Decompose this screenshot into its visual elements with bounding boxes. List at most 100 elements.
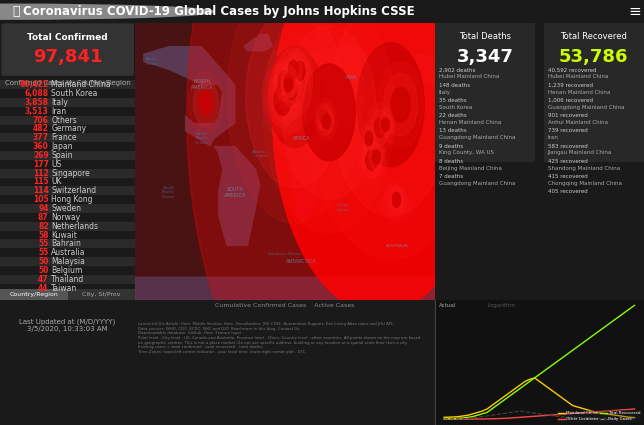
Daily Cases — [469, 416, 477, 421]
Circle shape — [303, 64, 355, 161]
Text: AUSTRALIA: AUSTRALIA — [386, 244, 409, 248]
Daily Cases — [574, 415, 582, 420]
Mainland China — [630, 415, 638, 420]
Bar — [0, 257, 135, 266]
Circle shape — [330, 0, 451, 216]
Daily Cases — [459, 416, 467, 421]
Daily Cases — [550, 414, 558, 419]
Other Locations — [621, 407, 629, 412]
Text: Spain: Spain — [52, 151, 73, 160]
Polygon shape — [310, 46, 435, 154]
Total Recovered — [473, 413, 481, 418]
Text: Mainland China: Mainland China — [52, 80, 111, 89]
Text: Hubei Mainland China: Hubei Mainland China — [439, 74, 499, 79]
Circle shape — [320, 109, 328, 125]
Text: Switzerland: Switzerland — [52, 186, 97, 196]
Text: Taiwan: Taiwan — [52, 283, 78, 292]
Bar — [0, 289, 68, 300]
Daily Cases — [569, 415, 576, 420]
Text: Actual: Actual — [439, 303, 456, 309]
Bar — [435, 23, 535, 162]
Text: Last Updated at (M/D/YYYY)
3/5/2020, 10:33:03 AM: Last Updated at (M/D/YYYY) 3/5/2020, 10:… — [19, 318, 116, 332]
Other Locations — [526, 414, 534, 419]
Circle shape — [272, 0, 487, 313]
Text: 97,841: 97,841 — [33, 48, 102, 66]
Bar — [0, 98, 135, 107]
Daily Cases — [526, 410, 534, 415]
Text: Anhui Mainland China: Anhui Mainland China — [547, 120, 608, 125]
Polygon shape — [277, 54, 318, 100]
Daily Cases — [630, 416, 638, 421]
Mainland China — [521, 379, 529, 384]
Circle shape — [384, 74, 417, 136]
Total Recovered — [616, 313, 624, 318]
Other Locations — [554, 412, 562, 417]
Other Locations — [602, 408, 610, 414]
Circle shape — [377, 108, 395, 142]
Text: Indian
Ocean: Indian Ocean — [337, 203, 350, 212]
Text: Jiangsu Mainland China: Jiangsu Mainland China — [547, 150, 612, 156]
Circle shape — [274, 63, 294, 100]
Circle shape — [270, 56, 298, 108]
Mainland China — [502, 393, 510, 398]
Total Recovered — [502, 396, 510, 401]
Text: 87: 87 — [38, 213, 49, 222]
Text: NORTH
AMERICA: NORTH AMERICA — [191, 79, 213, 90]
Mainland China — [616, 414, 624, 419]
Total Recovered — [578, 341, 586, 346]
Mainland China — [626, 415, 634, 420]
Circle shape — [281, 46, 306, 92]
Bar — [0, 116, 135, 125]
Circle shape — [365, 131, 373, 145]
Daily Cases — [464, 416, 472, 421]
Circle shape — [0, 4, 214, 19]
Circle shape — [274, 85, 290, 115]
Daily Cases — [502, 411, 510, 416]
Bar — [0, 133, 135, 142]
Other Locations — [483, 416, 491, 422]
Circle shape — [227, 0, 363, 223]
Text: City, St/Prov: City, St/Prov — [82, 292, 120, 297]
Total Recovered — [550, 362, 558, 367]
Text: Kuwait: Kuwait — [52, 230, 77, 240]
Circle shape — [316, 103, 337, 140]
Other Locations — [516, 415, 524, 420]
Total Recovered — [512, 389, 520, 394]
Circle shape — [263, 47, 310, 135]
Mainland China — [512, 386, 520, 391]
Circle shape — [286, 79, 298, 100]
Text: Sweden: Sweden — [52, 204, 81, 213]
Circle shape — [285, 53, 302, 86]
Daily Cases — [602, 416, 610, 421]
Total Recovered — [569, 348, 576, 353]
Bar — [0, 169, 135, 178]
Text: 3,513: 3,513 — [25, 107, 49, 116]
Text: Italy: Italy — [52, 98, 68, 107]
Circle shape — [5, 0, 644, 425]
Text: 6,088: 6,088 — [24, 89, 49, 98]
Text: Total Confirmed: Total Confirmed — [27, 33, 108, 42]
Text: Hubei Mainland China: Hubei Mainland China — [547, 74, 608, 79]
Mainland China — [459, 414, 467, 419]
Daily Cases — [483, 414, 491, 419]
Other Locations — [598, 409, 605, 414]
Text: 425 recovered: 425 recovered — [547, 159, 587, 164]
Text: 13 deaths: 13 deaths — [439, 128, 466, 133]
Circle shape — [382, 118, 389, 131]
Other Locations — [564, 411, 572, 416]
Text: SOUTH
AMERICA: SOUTH AMERICA — [224, 187, 246, 198]
Text: 7 deaths: 7 deaths — [439, 174, 463, 179]
Circle shape — [357, 134, 385, 186]
Daily Cases — [564, 415, 572, 420]
Total Recovered — [516, 386, 524, 391]
Text: 82: 82 — [38, 222, 49, 231]
Total Recovered — [621, 310, 629, 315]
Other Locations — [578, 410, 586, 415]
Circle shape — [194, 80, 218, 126]
Text: Total Recovered: Total Recovered — [560, 32, 627, 41]
Text: 40,592 recovered: 40,592 recovered — [547, 68, 596, 73]
Total Recovered — [440, 416, 448, 422]
Other Locations — [464, 416, 472, 422]
Text: Malaysia: Malaysia — [52, 257, 85, 266]
Text: ANTARCTICA: ANTARCTICA — [286, 259, 317, 264]
